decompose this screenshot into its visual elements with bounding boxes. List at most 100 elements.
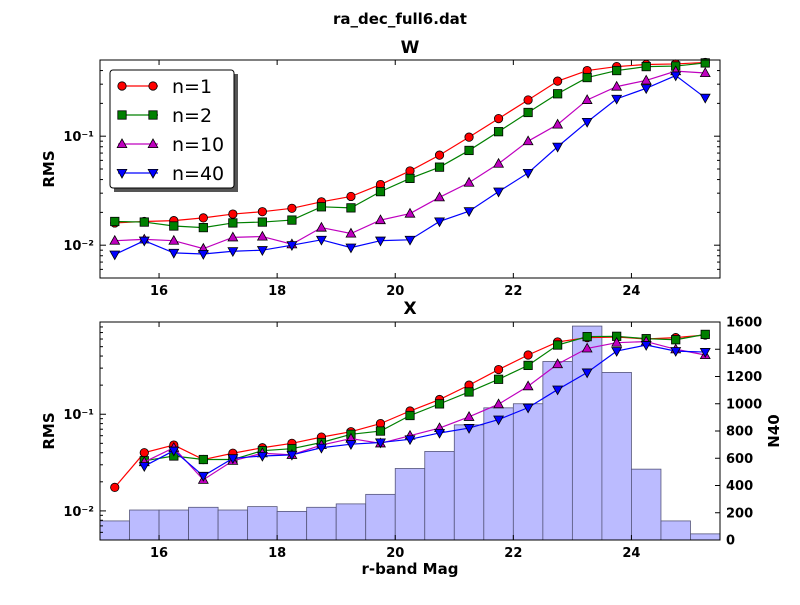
bottom-histogram-bar [335, 503, 367, 541]
legend-marker [117, 81, 127, 91]
top-panel: W 16 18 20 22 24 10⁻² 10⁻¹ X RMS n=1 n=2 n=10 n=4… [40, 38, 721, 319]
top-series-point-1 [346, 203, 356, 213]
bottom-series-point-1 [198, 454, 208, 465]
bottom-series-point-3 [670, 347, 682, 357]
top-series-point-1 [405, 173, 415, 183]
bottom-series-point-1 [700, 329, 710, 339]
bottom-series-line-3 [144, 344, 706, 477]
top-series-point-2 [256, 230, 268, 241]
bottom-histogram-bar [158, 509, 189, 541]
legend-label: n=1 [172, 76, 212, 98]
bottom-histogram-bar [601, 372, 632, 541]
top-series-point-1 [612, 65, 622, 76]
legend-marker [117, 110, 127, 120]
bottom-y-tick-label: 10⁻¹ [63, 408, 94, 423]
top-series-point-0 [523, 95, 533, 105]
top-series-point-1 [523, 107, 533, 118]
top-x-tick-label: 20 [386, 284, 404, 299]
bottom-series-point-3 [197, 471, 209, 482]
bottom-histogram-bar [483, 407, 514, 541]
bottom-y2-tick-label: 1600 [726, 316, 762, 331]
top-y-tick-label: 10⁻² [63, 239, 94, 254]
top-series-point-2 [463, 176, 475, 187]
top-series-point-1 [464, 145, 474, 156]
top-panel-title: W [401, 38, 420, 58]
top-series-point-3 [109, 250, 121, 261]
top-series-point-2 [109, 234, 121, 245]
bottom-series-point-3 [463, 424, 475, 434]
bottom-histogram-bar [453, 424, 485, 541]
bottom-x-tick-label: 22 [504, 546, 522, 561]
top-series-point-3 [227, 247, 239, 258]
bottom-series-point-2 [463, 411, 475, 421]
top-series-point-1 [493, 127, 504, 137]
bottom-series-point-3 [581, 368, 593, 379]
top-x-axis-label: X [403, 299, 416, 319]
bottom-series-point-3 [256, 451, 268, 462]
top-series-point-0 [257, 207, 267, 217]
bottom-series-point-3 [227, 454, 239, 465]
bottom-series-point-1 [582, 332, 592, 342]
top-series-point-1 [110, 216, 120, 227]
bottom-y2-tick-label: 600 [726, 452, 753, 467]
bottom-series-point-2 [611, 336, 623, 347]
bottom-series-point-0 [493, 364, 504, 375]
top-series-point-1 [287, 215, 297, 225]
top-series-point-0 [228, 209, 238, 219]
bottom-histogram-bar [306, 506, 337, 541]
bottom-y2-tick-label: 1400 [726, 343, 762, 358]
top-series-point-2 [699, 67, 711, 77]
bottom-series-point-0 [110, 482, 120, 493]
bottom-y2-tick-label: 800 [726, 425, 753, 440]
bottom-series-point-3 [168, 446, 180, 457]
bottom-histogram-bar [99, 520, 130, 541]
top-series-point-3 [581, 117, 593, 128]
bottom-series-point-3 [286, 450, 298, 461]
bottom-histogram-bar [424, 451, 455, 541]
bottom-series-point-0 [523, 350, 533, 360]
top-y-axis-label: RMS [40, 150, 58, 187]
bottom-y2-tick-label: 1000 [726, 397, 762, 412]
top-series-point-2 [522, 135, 534, 146]
bottom-series-point-1 [553, 340, 563, 350]
bottom-series-point-3 [522, 403, 534, 414]
top-series-point-1 [257, 217, 267, 227]
legend-box [109, 69, 235, 189]
top-series-point-3 [493, 187, 505, 198]
top-series-point-3 [404, 235, 416, 246]
top-series-point-3 [286, 241, 298, 252]
legend-marker [147, 168, 159, 179]
bottom-y2-tick-label: 0 [726, 534, 735, 549]
bottom-histogram-bar [129, 509, 160, 541]
top-series-point-3 [611, 94, 623, 105]
top-x-tick-label: 24 [622, 284, 640, 299]
bottom-series-point-2 [581, 342, 593, 353]
top-x-tick-label: 16 [150, 284, 168, 299]
top-series-point-3 [670, 71, 682, 82]
bottom-x-axis-label: r-band Mag [362, 560, 459, 578]
bottom-x-tick-label: 20 [386, 546, 404, 561]
top-series-point-3 [197, 250, 209, 260]
top-series-point-3 [522, 168, 534, 179]
bottom-histogram-bar [394, 468, 426, 541]
top-series-point-3 [699, 93, 711, 104]
bottom-series-point-3 [611, 347, 623, 357]
top-series-point-1 [434, 162, 445, 172]
top-x-tick-label: 22 [504, 284, 522, 299]
bottom-histogram-bar [571, 325, 603, 541]
top-series-point-2 [640, 74, 652, 85]
bottom-histogram-bar [690, 533, 721, 541]
bottom-y2-tick-label: 200 [726, 506, 753, 521]
top-series-point-2 [404, 207, 416, 218]
bottom-series-point-1 [523, 360, 533, 371]
bottom-x-tick-label: 16 [150, 546, 168, 561]
top-series-point-3 [434, 217, 446, 228]
top-series-point-3 [256, 246, 268, 256]
legend-label: n=40 [172, 163, 224, 185]
top-series-point-0 [287, 203, 297, 213]
bottom-series-point-3 [493, 415, 505, 426]
legend-label: n=10 [172, 134, 224, 156]
top-series-point-2 [168, 234, 180, 245]
